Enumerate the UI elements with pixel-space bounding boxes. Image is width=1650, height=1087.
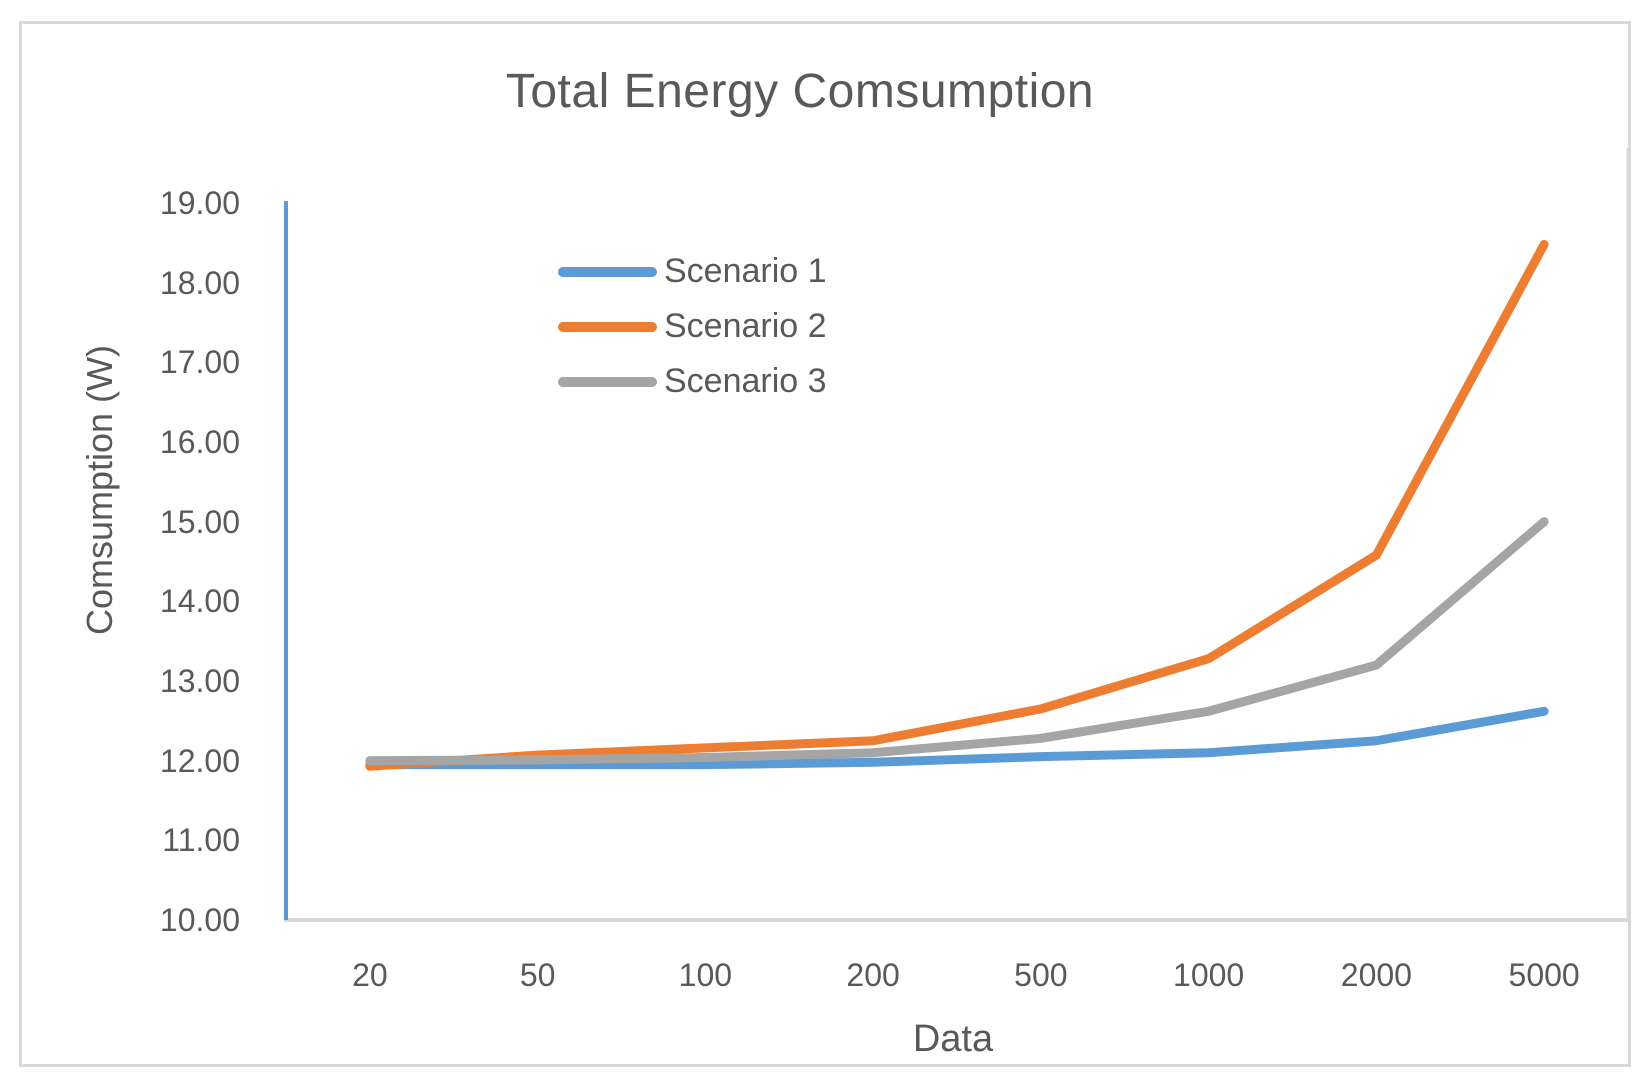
legend-item-2: Scenario 2 [558,307,827,346]
y-tick-label: 14.00 [159,583,240,620]
x-tick-label: 500 [1014,957,1068,993]
legend-swatch [558,266,657,277]
x-tick-label: 5000 [1508,957,1580,993]
legend-swatch [558,321,657,332]
x-tick-label: 200 [846,957,900,993]
y-tick-label: 15.00 [159,503,240,540]
x-tick-label: 1000 [1173,957,1245,993]
y-tick-label: 16.00 [159,424,240,460]
series-line-3 [365,517,1549,766]
chart-title: Total Energy Comsumption [505,65,1095,118]
y-tick-label: 12.00 [159,742,240,779]
y-tick-label: 10.00 [159,902,240,938]
legend-swatch [558,376,657,387]
y-tick-label: 13.00 [159,663,240,699]
legend-item-1: Scenario 1 [558,252,827,291]
x-tick-label: 50 [519,957,556,993]
y-axis-title: Comsumption (W) [79,344,120,636]
legend-item-3: Scenario 3 [558,362,827,401]
y-tick-label: 11.00 [162,822,240,859]
y-tick-label: 18.00 [159,264,240,301]
y-tick-label: 19.00 [159,185,240,221]
x-tick-label: 20 [352,957,388,993]
series-line-1 [365,706,1549,770]
x-tick-label: 2000 [1340,957,1412,993]
legend-label: Scenario 1 [664,252,827,290]
legend-label: Scenario 3 [664,362,827,400]
x-tick-label: 100 [678,957,733,993]
x-axis-title: Data [912,1018,994,1060]
series-line-2 [365,239,1549,771]
legend-label: Scenario 2 [664,307,827,345]
y-tick-label: 17.00 [159,344,240,381]
